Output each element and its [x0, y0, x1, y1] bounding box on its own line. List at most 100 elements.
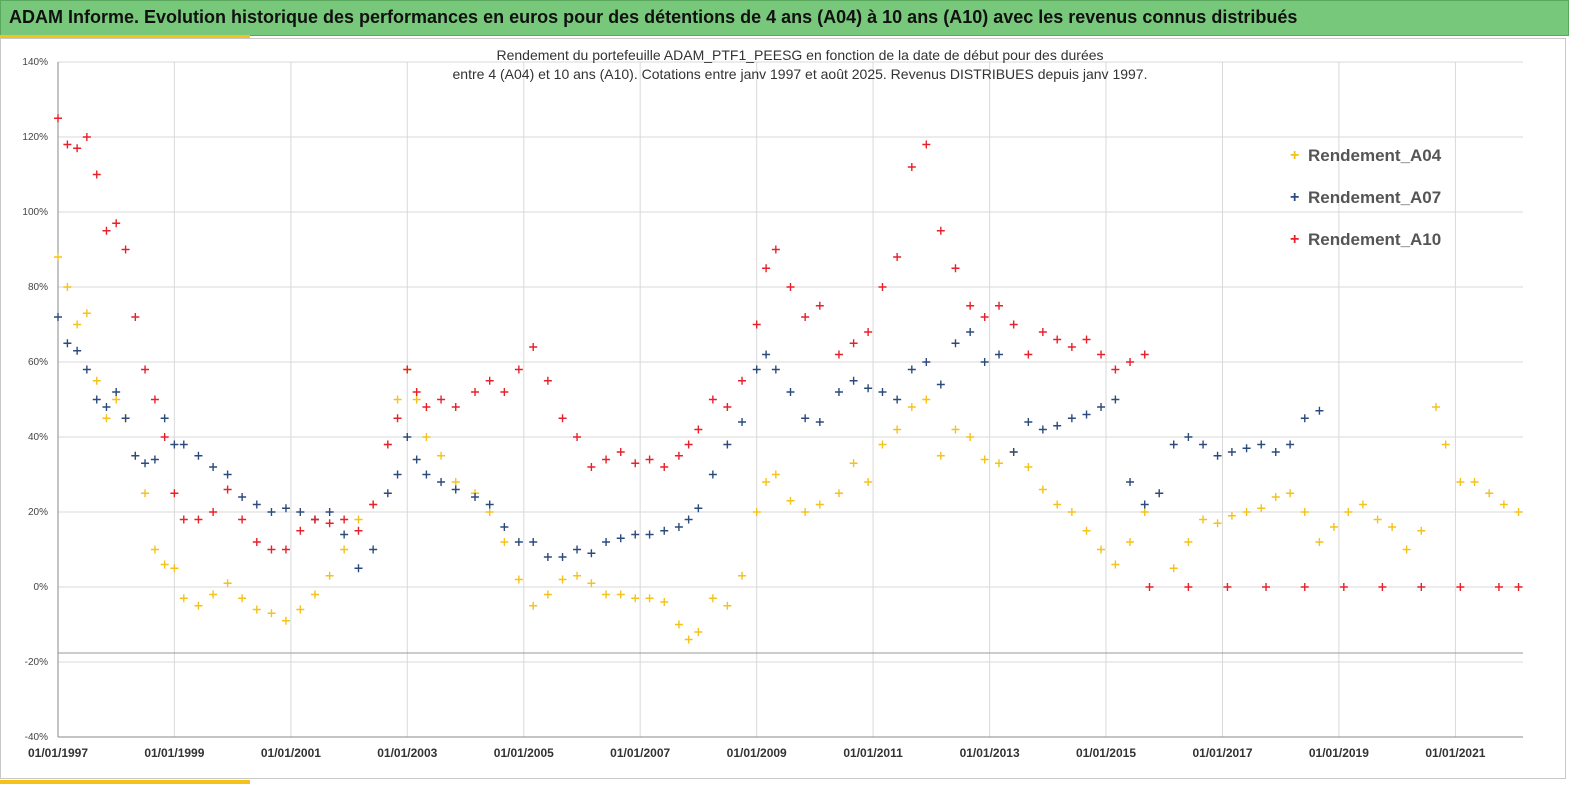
point-rendement-a04: [209, 590, 218, 599]
x-tick-label: 01/01/2017: [1192, 746, 1252, 760]
point-rendement-a07: [616, 534, 625, 543]
point-rendement-a10: [437, 395, 446, 404]
point-rendement-a04: [1441, 440, 1450, 449]
point-rendement-a07: [893, 395, 902, 404]
point-rendement-a10: [369, 500, 378, 509]
point-rendement-a10: [325, 519, 334, 528]
point-rendement-a10: [951, 264, 960, 273]
point-rendement-a10: [1514, 583, 1523, 591]
point-rendement-a07: [1038, 425, 1047, 434]
point-rendement-a04: [1329, 523, 1338, 531]
point-rendement-a10: [54, 114, 62, 123]
point-rendement-a04: [1199, 515, 1208, 524]
point-rendement-a04: [310, 590, 319, 599]
y-tick-label: 80%: [28, 282, 48, 293]
point-rendement-a10: [310, 515, 319, 524]
point-rendement-a07: [1315, 406, 1324, 415]
point-rendement-a07: [412, 455, 421, 464]
point-rendement-a10: [966, 301, 975, 310]
point-rendement-a10: [1378, 583, 1387, 591]
point-rendement-a07: [1024, 418, 1033, 426]
legend-marker-a10: +: [1290, 231, 1300, 248]
point-rendement-a04: [179, 594, 188, 603]
point-rendement-a04: [1315, 538, 1324, 546]
point-rendement-a07: [602, 538, 611, 546]
point-rendement-a10: [723, 403, 732, 411]
point-rendement-a04: [1286, 489, 1295, 498]
x-tick-label: 01/01/2009: [727, 746, 787, 760]
point-rendement-a04: [514, 575, 523, 584]
point-rendement-a10: [771, 245, 780, 254]
point-rendement-a10: [684, 440, 693, 449]
point-rendement-a07: [403, 433, 412, 441]
point-rendement-a10: [160, 433, 169, 441]
point-rendement-a04: [1271, 493, 1280, 501]
point-rendement-a04: [170, 564, 179, 573]
point-rendement-a04: [1300, 508, 1309, 516]
point-rendement-a07: [514, 538, 523, 546]
point-rendement-a04: [412, 395, 421, 404]
point-rendement-a07: [951, 339, 960, 348]
point-rendement-a04: [223, 579, 232, 588]
point-rendement-a04: [1213, 519, 1222, 528]
point-rendement-a10: [529, 343, 538, 351]
point-rendement-a04: [936, 451, 945, 460]
legend-item-a07: + Rendement_A07: [1290, 177, 1441, 219]
point-rendement-a07: [325, 508, 334, 516]
point-rendement-a10: [412, 388, 421, 396]
point-rendement-a10: [471, 388, 480, 396]
y-tick-label: -20%: [25, 657, 48, 668]
point-rendement-a10: [738, 376, 747, 385]
point-rendement-a04: [558, 575, 567, 584]
point-rendement-a07: [63, 339, 72, 348]
point-rendement-a07: [631, 530, 640, 539]
point-rendement-a10: [1300, 583, 1309, 591]
point-rendement-a10: [815, 301, 824, 310]
point-rendement-a07: [102, 403, 111, 411]
point-rendement-a07: [694, 504, 703, 513]
point-rendement-a04: [1024, 463, 1033, 471]
point-rendement-a07: [529, 538, 538, 546]
point-rendement-a07: [980, 358, 989, 366]
point-rendement-a04: [1140, 508, 1149, 516]
point-rendement-a07: [674, 523, 683, 531]
point-rendement-a04: [1431, 403, 1440, 411]
point-rendement-a04: [1097, 545, 1106, 554]
point-rendement-a04: [325, 571, 334, 580]
point-rendement-a04: [1358, 500, 1367, 509]
point-rendement-a07: [1097, 403, 1106, 411]
point-rendement-a07: [995, 350, 1004, 359]
point-rendement-a07: [1009, 448, 1018, 456]
point-rendement-a10: [660, 463, 669, 471]
point-rendement-a07: [573, 545, 582, 554]
chart-title-line-2: entre 4 (A04) et 10 ans (A10). Cotations…: [452, 66, 1148, 82]
legend-item-a04: + Rendement_A04: [1290, 135, 1441, 177]
point-rendement-a10: [674, 451, 683, 460]
point-rendement-a10: [573, 433, 582, 441]
point-rendement-a10: [1053, 335, 1062, 344]
point-rendement-a04: [1111, 560, 1120, 569]
point-rendement-a04: [849, 459, 858, 468]
legend: + Rendement_A04 + Rendement_A07 + Rendem…: [1290, 135, 1441, 261]
point-rendement-a04: [1417, 526, 1426, 535]
point-rendement-a04: [485, 508, 494, 516]
point-rendement-a10: [694, 425, 703, 434]
point-rendement-a07: [907, 365, 916, 374]
legend-label-a10: Rendement_A10: [1308, 230, 1442, 249]
x-tick-label: 01/01/2015: [1076, 746, 1136, 760]
point-rendement-a07: [485, 500, 494, 509]
point-rendement-a07: [209, 463, 218, 471]
point-rendement-a10: [1126, 358, 1135, 366]
point-rendement-a04: [1227, 511, 1236, 520]
point-rendement-a07: [1286, 440, 1295, 449]
point-rendement-a10: [1494, 583, 1503, 591]
point-rendement-a10: [878, 283, 887, 291]
point-rendement-a04: [437, 451, 446, 460]
point-rendement-a07: [1067, 414, 1076, 423]
point-rendement-a10: [112, 219, 121, 228]
point-rendement-a10: [121, 245, 130, 254]
point-rendement-a07: [1053, 421, 1062, 430]
point-rendement-a04: [1053, 500, 1062, 509]
y-tick-label: 0%: [34, 582, 49, 593]
